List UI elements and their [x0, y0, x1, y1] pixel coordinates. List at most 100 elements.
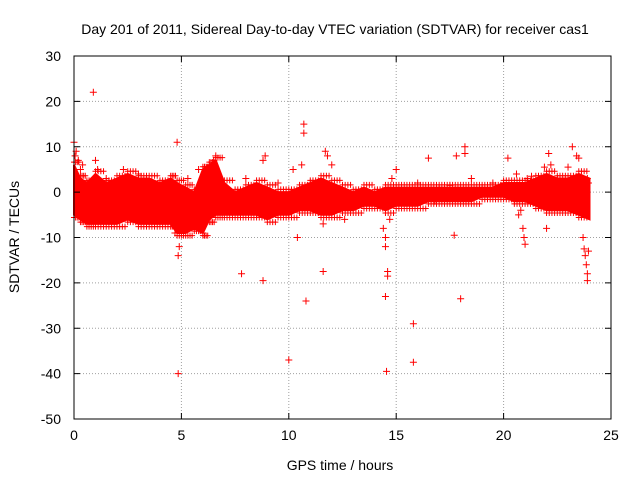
band-marker [100, 168, 107, 175]
band-marker [336, 214, 343, 221]
band-marker [422, 205, 429, 212]
data-point [582, 261, 590, 269]
data-point [119, 165, 127, 173]
x-tick-label: 25 [603, 427, 619, 443]
y-tick-label: 10 [45, 139, 61, 155]
data-point [581, 252, 589, 260]
data-point [545, 150, 553, 158]
data-point [293, 234, 301, 241]
band-marker [476, 200, 483, 207]
band-marker [82, 172, 89, 179]
data-point [177, 224, 185, 232]
data-point [583, 270, 591, 278]
data-point [259, 156, 267, 164]
band-marker [326, 172, 333, 179]
data-point [328, 161, 336, 169]
band-marker [111, 177, 118, 184]
data-point [517, 206, 525, 214]
data-point [195, 165, 203, 173]
band-marker [379, 186, 386, 193]
data-point [478, 184, 486, 192]
band-marker [75, 214, 82, 221]
data-point [386, 215, 394, 223]
data-point [231, 197, 239, 205]
data-point [156, 202, 164, 210]
data-point [174, 252, 182, 260]
data-point [388, 175, 396, 183]
band-marker [347, 181, 354, 188]
band-marker [583, 168, 590, 175]
data-band [71, 154, 591, 239]
data-point [306, 179, 314, 187]
band-marker [390, 209, 397, 216]
data-point [579, 234, 587, 241]
data-point [384, 268, 392, 276]
band-marker [379, 205, 386, 212]
data-point [321, 147, 329, 155]
data-point [171, 229, 179, 237]
y-tick-label: -40 [41, 366, 61, 382]
x-tick-label: 5 [178, 427, 186, 443]
y-tick-label: -50 [41, 411, 61, 427]
data-point [583, 277, 591, 285]
data-point [414, 179, 422, 187]
chart-title: Day 201 of 2011, Sidereal Day-to-day VTE… [81, 21, 589, 37]
y-tick-label: -20 [41, 275, 61, 291]
y-tick-label: -30 [41, 320, 61, 336]
data-point [457, 295, 465, 303]
data-point [435, 184, 443, 192]
band-marker [293, 214, 300, 221]
data-point [512, 170, 520, 178]
data-point [381, 292, 389, 300]
data-point [210, 156, 218, 164]
data-point [71, 152, 79, 160]
band-marker [573, 209, 580, 216]
data-point [521, 240, 529, 248]
data-point [409, 358, 417, 366]
band-marker [211, 219, 218, 226]
data-point [532, 184, 540, 192]
data-point [285, 356, 293, 364]
data-point [580, 245, 588, 253]
band-marker [197, 186, 204, 193]
data-point [274, 179, 282, 187]
band-marker [369, 181, 376, 188]
band-marker [240, 186, 247, 193]
data-point [184, 175, 192, 183]
data-point [300, 120, 308, 128]
data-point [102, 175, 110, 183]
data-point [205, 161, 213, 169]
x-axis-label: GPS time / hours [287, 457, 394, 473]
data-point [403, 188, 411, 196]
band-marker [122, 172, 129, 179]
x-axis-ticks: 0 5 10 15 20 25 [70, 56, 619, 443]
data-point [584, 247, 592, 255]
data-point [341, 215, 349, 223]
band-marker [180, 177, 187, 184]
data-point [134, 170, 142, 178]
band-marker [122, 223, 129, 230]
band-marker [358, 186, 365, 193]
band-marker [551, 168, 558, 175]
data-point [175, 243, 183, 251]
band-marker [189, 232, 196, 239]
data-point [173, 138, 181, 146]
data-point [212, 152, 220, 160]
data-point [317, 211, 325, 219]
data-point [553, 175, 561, 183]
data-point [238, 270, 246, 278]
band-marker [172, 172, 179, 179]
data-point [360, 188, 368, 196]
data-point [253, 211, 261, 219]
data-point [564, 163, 572, 171]
band-marker [154, 172, 161, 179]
data-point [583, 175, 591, 183]
data-point [452, 152, 460, 160]
data-point [319, 220, 327, 228]
data-point [510, 197, 518, 205]
y-tick-label: 20 [45, 93, 61, 109]
data-point [89, 88, 97, 96]
data-point [76, 165, 84, 173]
band-marker [272, 219, 279, 226]
data-point [302, 297, 310, 305]
